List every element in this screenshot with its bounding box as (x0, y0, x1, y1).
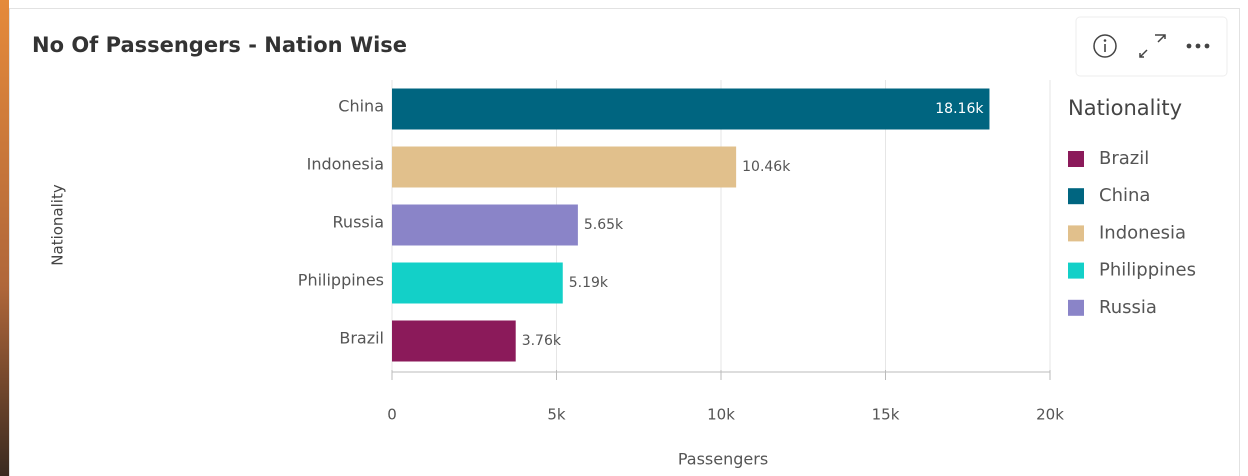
data-label: 3.76k (522, 333, 562, 349)
y-tick-label: Philippines (298, 271, 384, 290)
expand-button[interactable] (1139, 34, 1166, 58)
data-label: 5.65k (584, 217, 624, 233)
y-tick-label: China (338, 97, 384, 116)
legend-title: Nationality (1068, 96, 1182, 120)
background-edge (0, 0, 9, 476)
x-tick-label: 10k (707, 406, 735, 424)
x-tick-label: 5k (547, 406, 566, 424)
data-label: 10.46k (742, 159, 791, 175)
y-axis-label: Nationality (49, 184, 67, 266)
legend-swatch (1068, 151, 1084, 167)
toolbar-box (1075, 16, 1228, 77)
bar (392, 204, 578, 246)
y-tick-label: Brazil (339, 329, 384, 348)
x-tick-label: 20k (1036, 406, 1064, 424)
y-tick-label: Indonesia (307, 155, 384, 174)
data-label: 5.19k (569, 275, 609, 291)
bar (392, 146, 737, 188)
legend-label: Philippines (1099, 260, 1196, 281)
legend-swatch (1068, 262, 1084, 279)
bar (392, 320, 516, 362)
more-button[interactable] (1186, 43, 1210, 49)
legend-label: China (1099, 185, 1150, 206)
legend-swatch (1068, 225, 1084, 242)
legend-label: Indonesia (1099, 222, 1186, 243)
y-tick-label: Russia (333, 213, 384, 232)
legend-label: Brazil (1099, 148, 1149, 169)
legend-swatch (1068, 299, 1084, 316)
legend-label: Russia (1099, 297, 1157, 318)
chart-title: No Of Passengers - Nation Wise (32, 33, 407, 57)
info-button[interactable] (1093, 34, 1117, 58)
card (9, 8, 1240, 476)
x-tick-label: 15k (872, 406, 900, 424)
toolbar (1075, 16, 1228, 77)
x-tick-label: 0 (387, 406, 397, 424)
bar (392, 262, 563, 304)
data-label: 18.16k (935, 101, 984, 117)
x-axis-label: Passengers (678, 450, 768, 469)
legend-swatch (1068, 188, 1084, 205)
bar (392, 88, 990, 130)
